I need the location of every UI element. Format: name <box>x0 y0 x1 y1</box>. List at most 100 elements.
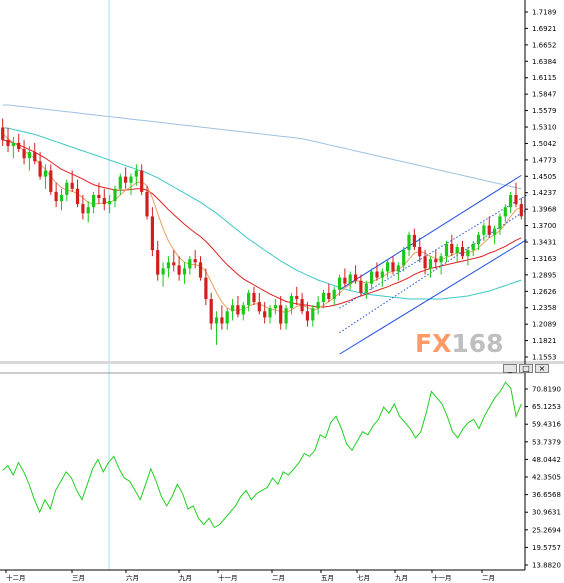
price-tick-label: 1.2626 <box>532 288 557 296</box>
candle <box>444 240 449 263</box>
time-tick-label: 二月 <box>482 574 495 582</box>
candle-body <box>193 259 197 263</box>
candle-body <box>43 170 47 177</box>
candle-body <box>444 243 449 257</box>
ma-short-line <box>2 133 522 314</box>
candle-body <box>75 188 80 205</box>
candle-body <box>188 259 192 269</box>
candle-body <box>476 234 481 244</box>
candle-body <box>289 296 293 309</box>
time-tick-label: 五月 <box>321 574 334 582</box>
candle <box>145 185 149 220</box>
candle-body <box>49 170 53 192</box>
candle <box>1 118 5 146</box>
candle-body <box>354 274 358 281</box>
panel-divider <box>0 361 564 364</box>
candle-body <box>86 207 90 214</box>
candle <box>204 268 208 306</box>
candle <box>49 164 53 195</box>
candle-body <box>92 195 96 208</box>
price-tick-label: 1.3700 <box>532 222 557 230</box>
candle <box>172 250 176 272</box>
candle-body <box>22 149 26 159</box>
candle <box>92 191 96 214</box>
time-tick-label: 十一月 <box>432 573 452 582</box>
candle <box>225 308 229 330</box>
price-tick-label: 1.7189 <box>532 9 557 17</box>
candle-body <box>460 247 465 257</box>
candle <box>75 179 80 208</box>
candle <box>423 250 427 275</box>
candle <box>503 204 507 223</box>
candle-body <box>337 277 342 290</box>
candle-body <box>247 292 251 306</box>
price-tick-label: 1.6115 <box>532 74 557 82</box>
minimize-button[interactable]: _ <box>503 364 517 373</box>
candle <box>108 194 112 214</box>
candle <box>102 188 106 211</box>
candle-body <box>236 305 240 315</box>
candle-body <box>396 265 400 272</box>
candle <box>38 152 42 180</box>
osc-tick-label: 36.6568 <box>532 491 561 499</box>
candle <box>359 274 363 296</box>
restore-button[interactable]: □ <box>519 364 533 373</box>
close-button[interactable]: × <box>535 364 549 373</box>
candle-body <box>423 256 427 269</box>
candle <box>182 262 187 284</box>
candle <box>343 268 347 287</box>
candle <box>263 302 267 324</box>
candle <box>402 246 406 272</box>
candle-body <box>300 299 304 312</box>
price-tick-label: 1.3163 <box>532 255 557 263</box>
candle <box>198 256 203 281</box>
candle <box>113 185 117 208</box>
candle-body <box>455 247 459 254</box>
candle-body <box>321 292 326 303</box>
candle <box>418 237 422 263</box>
candle-body <box>204 277 208 299</box>
candle-body <box>279 305 283 324</box>
candle <box>129 173 133 195</box>
candle-body <box>220 317 224 324</box>
candle-body <box>166 262 170 269</box>
candle <box>220 305 224 330</box>
time-tick-label: 九月 <box>179 573 192 582</box>
price-tick-label: 1.2895 <box>532 271 557 279</box>
candle <box>43 164 47 189</box>
candle <box>97 182 101 205</box>
candle <box>140 164 144 195</box>
candle-body <box>386 262 390 272</box>
candle <box>150 207 154 257</box>
candle <box>188 256 192 275</box>
candle-body <box>145 191 149 217</box>
candle-body <box>273 305 277 309</box>
oscillator-panel <box>2 381 522 529</box>
candle <box>476 231 481 251</box>
candle <box>59 188 64 211</box>
candle-body <box>6 139 10 146</box>
candle <box>295 286 299 306</box>
candle <box>337 274 342 296</box>
osc-tick-label: 65.1253 <box>532 403 561 411</box>
logo-prefix: FX <box>415 329 452 358</box>
candle-body <box>407 234 411 251</box>
candle-body <box>38 161 42 177</box>
candle-body <box>150 216 154 251</box>
fx168-logo: FX168 <box>415 329 504 358</box>
candle <box>370 268 374 290</box>
osc-tick-label: 53.7379 <box>532 438 561 446</box>
candle <box>380 268 384 287</box>
candle <box>284 305 288 330</box>
candle-body <box>359 280 363 293</box>
candle-body <box>70 182 74 189</box>
candle-body <box>418 247 422 257</box>
candle <box>86 201 90 223</box>
candle <box>316 295 320 315</box>
candle-body <box>428 259 432 269</box>
candle <box>214 311 219 345</box>
time-tick-label: 七月 <box>357 573 370 582</box>
candle-body <box>252 292 256 303</box>
